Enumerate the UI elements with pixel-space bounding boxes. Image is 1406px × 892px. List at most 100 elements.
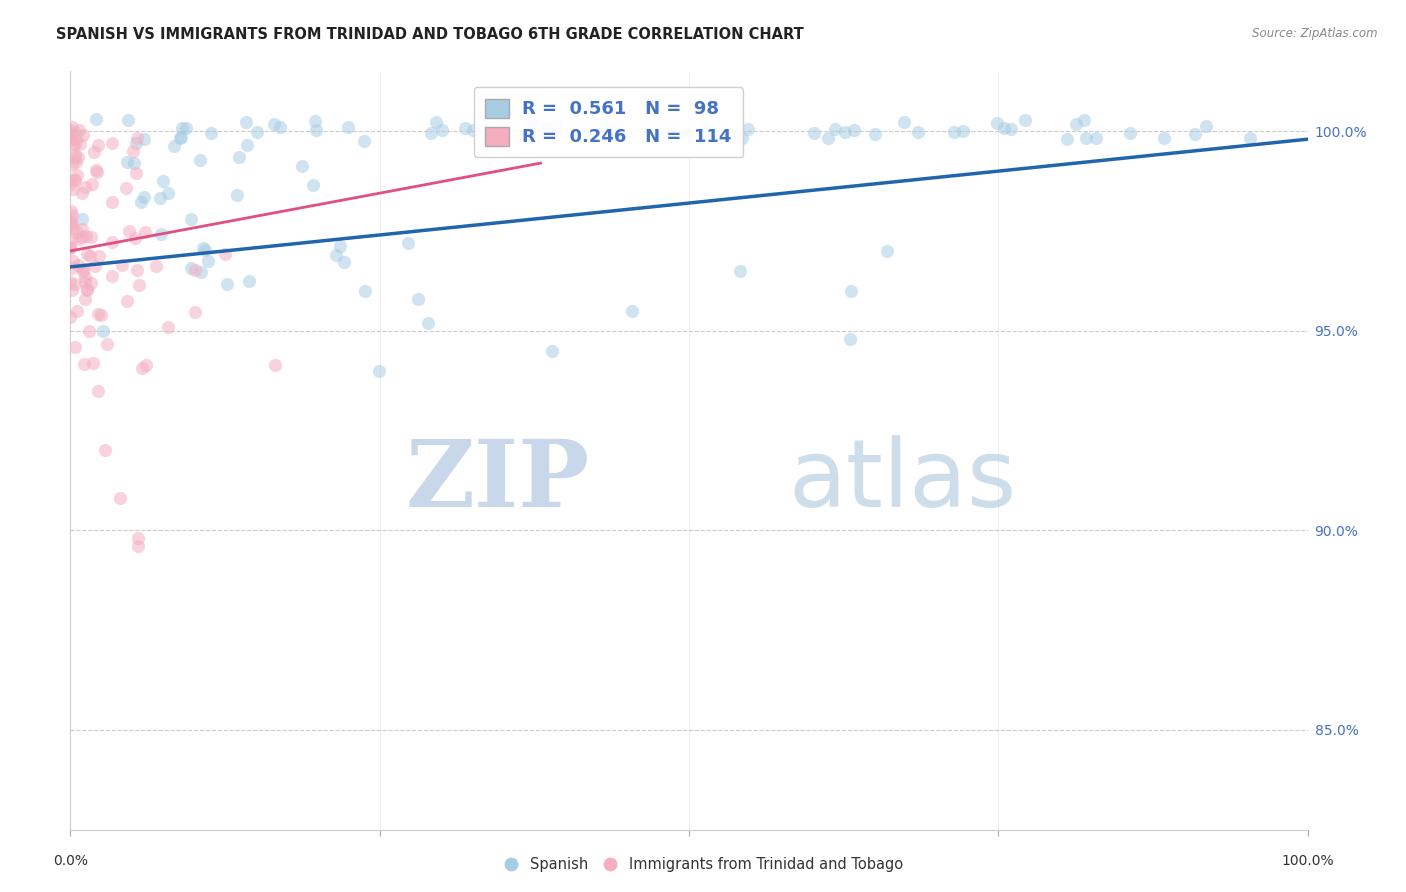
Point	[66, 304, 89, 318]
Point	[100, 136, 122, 150]
Point	[80, 276, 103, 290]
Point	[59, 241, 82, 255]
Point	[418, 316, 440, 330]
Point	[420, 126, 443, 140]
Point	[454, 121, 477, 136]
Point	[84, 112, 107, 127]
Point	[101, 195, 124, 210]
Point	[70, 186, 93, 200]
Point	[134, 190, 156, 204]
Point	[152, 174, 174, 188]
Point	[354, 284, 377, 298]
Point	[1073, 112, 1095, 127]
Point	[149, 191, 172, 205]
Point	[65, 131, 87, 145]
Point	[180, 260, 202, 275]
Point	[75, 228, 97, 243]
Point	[337, 120, 360, 135]
Point	[131, 195, 153, 210]
Point	[66, 151, 89, 165]
Point	[59, 178, 82, 192]
Point	[67, 123, 90, 137]
Point	[695, 120, 717, 135]
Point	[72, 264, 94, 278]
Point	[75, 292, 97, 306]
Point	[80, 230, 103, 244]
Point	[91, 324, 114, 338]
Point	[425, 115, 447, 129]
Point	[100, 235, 122, 249]
Point	[115, 155, 138, 169]
Point	[59, 123, 82, 137]
Point	[329, 239, 352, 253]
Point	[235, 114, 257, 128]
Point	[1195, 120, 1218, 134]
Point	[1119, 126, 1142, 140]
Point	[117, 112, 139, 127]
Point	[893, 114, 915, 128]
Point	[86, 384, 108, 398]
Point	[73, 358, 96, 372]
Point	[62, 254, 84, 268]
Point	[170, 130, 193, 145]
Point	[84, 260, 107, 274]
Point	[596, 120, 619, 135]
Point	[606, 124, 628, 138]
Point	[73, 179, 96, 194]
Point	[63, 173, 86, 187]
Point	[132, 132, 155, 146]
Point	[305, 123, 328, 137]
Legend: Spanish, Immigrants from Trinidad and Tobago: Spanish, Immigrants from Trinidad and To…	[498, 851, 908, 878]
Point	[76, 281, 98, 295]
Point	[59, 310, 82, 324]
Point	[60, 120, 83, 134]
Point	[82, 356, 104, 370]
Point	[59, 128, 82, 142]
Text: 0.0%: 0.0%	[53, 854, 87, 868]
Point	[127, 539, 149, 553]
Text: Source: ZipAtlas.com: Source: ZipAtlas.com	[1253, 27, 1378, 40]
Point	[839, 284, 862, 298]
Point	[63, 150, 86, 164]
Point	[60, 283, 83, 297]
Point	[63, 126, 86, 140]
Point	[76, 283, 98, 297]
Point	[115, 293, 138, 308]
Point	[839, 332, 862, 346]
Point	[264, 359, 287, 373]
Point	[236, 137, 259, 152]
Point	[163, 139, 186, 153]
Point	[70, 222, 93, 236]
Point	[907, 125, 929, 139]
Point	[83, 145, 105, 159]
Point	[59, 214, 82, 228]
Point	[534, 120, 557, 135]
Point	[876, 244, 898, 258]
Point	[75, 276, 97, 290]
Point	[69, 136, 91, 151]
Point	[188, 153, 211, 167]
Point	[157, 186, 180, 201]
Point	[66, 225, 89, 239]
Text: atlas: atlas	[787, 434, 1017, 527]
Point	[174, 120, 197, 135]
Point	[1064, 117, 1087, 131]
Point	[834, 125, 856, 139]
Point	[65, 340, 87, 354]
Point	[291, 159, 314, 173]
Point	[134, 225, 156, 239]
Point	[704, 126, 727, 140]
Point	[952, 123, 974, 137]
Point	[1184, 128, 1206, 142]
Point	[368, 364, 391, 378]
Point	[135, 358, 157, 372]
Point	[943, 125, 966, 139]
Point	[214, 246, 236, 260]
Point	[194, 243, 217, 257]
Point	[172, 120, 194, 135]
Point	[63, 148, 86, 162]
Point	[304, 114, 326, 128]
Point	[200, 127, 222, 141]
Point	[197, 253, 219, 268]
Point	[77, 324, 100, 338]
